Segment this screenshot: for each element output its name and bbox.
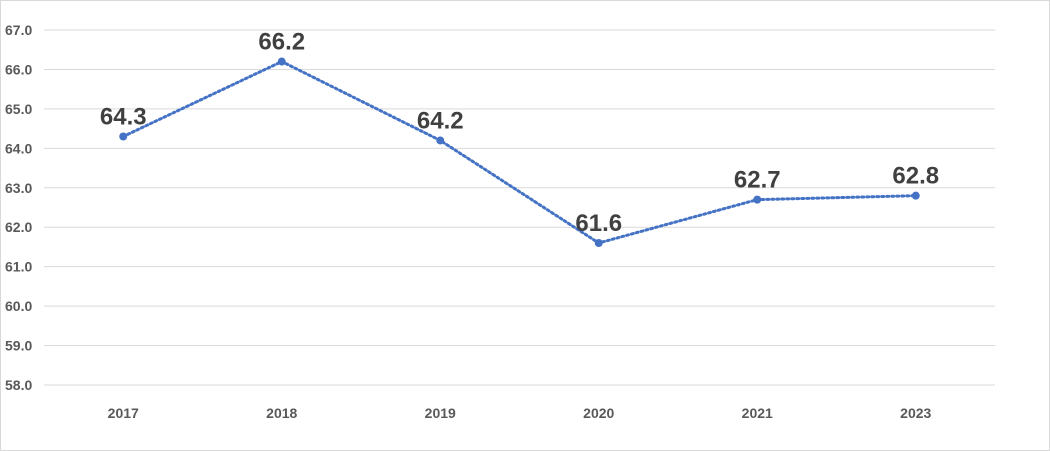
- x-tick-label: 2018: [266, 405, 297, 421]
- data-point: [436, 136, 445, 145]
- y-tick-label: 59.0: [5, 338, 32, 354]
- data-label: 62.7: [734, 167, 781, 194]
- data-point: [594, 239, 603, 247]
- data-label: 62.8: [892, 163, 939, 190]
- y-tick-label: 58.0: [5, 377, 32, 393]
- series-line: [121, 59, 918, 245]
- y-tick-label: 66.0: [5, 61, 32, 77]
- data-label: 64.2: [417, 107, 464, 134]
- x-tick-label: 2020: [583, 405, 614, 421]
- y-tick-label: 62.0: [5, 219, 32, 235]
- data-labels: 64.3 66.2 64.2 61.6 62.7 62.8: [100, 29, 939, 237]
- y-tick-label: 60.0: [5, 298, 32, 314]
- y-tick-label: 64.0: [5, 140, 32, 156]
- x-tick-label: 2023: [900, 405, 931, 421]
- y-tick-label: 63.0: [5, 180, 32, 196]
- y-axis-tick-labels: 58.0 59.0 60.0 61.0 62.0 63.0 64.0 65.0 66.0 67.0: [5, 22, 32, 393]
- data-label: 64.3: [100, 104, 147, 131]
- x-tick-label: 2017: [108, 405, 139, 421]
- data-point: [911, 191, 920, 200]
- data-point: [119, 132, 128, 141]
- y-tick-label: 61.0: [5, 259, 32, 275]
- series-layer: [119, 57, 920, 247]
- data-point: [753, 195, 762, 204]
- y-tick-label: 65.0: [5, 101, 32, 117]
- x-tick-label: 2021: [742, 405, 773, 421]
- data-label: 66.2: [258, 29, 305, 56]
- x-axis-tick-labels: 2017 2018 2019 2020 2021 2023: [108, 405, 932, 421]
- data-point: [277, 57, 286, 66]
- x-tick-label: 2019: [425, 405, 456, 421]
- y-tick-label: 67.0: [5, 22, 32, 38]
- grid-lines: [44, 29, 995, 386]
- data-label: 61.6: [575, 210, 622, 237]
